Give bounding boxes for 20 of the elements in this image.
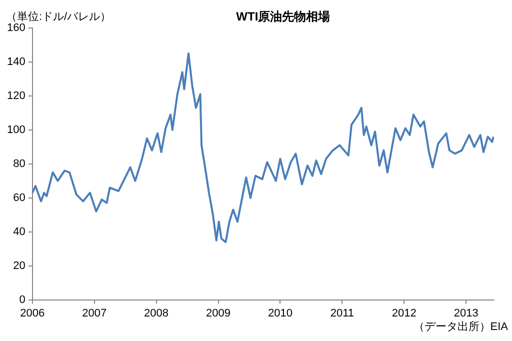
- x-tick-label: 2008: [144, 307, 169, 320]
- x-tick-label: 2010: [268, 307, 292, 320]
- y-tick-label: 120: [6, 90, 26, 102]
- x-tick-label: 2009: [206, 307, 230, 320]
- x-tick-label: 2007: [82, 307, 107, 320]
- x-tick-label: 2011: [330, 307, 354, 320]
- y-tick-label: 0: [19, 294, 26, 306]
- x-tick-label: 2006: [20, 307, 45, 320]
- y-tick-label: 40: [13, 226, 26, 238]
- y-tick-label: 80: [13, 158, 26, 170]
- y-tick-label: 160: [6, 22, 26, 34]
- x-tick-label: 2013: [454, 307, 478, 320]
- y-axis-title: （単位:ドル/バレル）: [6, 11, 112, 24]
- chart-title: WTI原油先物相場: [236, 9, 330, 24]
- text: （データ出所）EIA: [413, 320, 509, 334]
- y-tick-label: 20: [13, 260, 26, 272]
- y-tick-label: 140: [6, 56, 26, 68]
- x-tick-label: 2012: [392, 307, 416, 320]
- y-tick-label: 60: [13, 192, 26, 204]
- y-tick-label: 100: [6, 124, 26, 136]
